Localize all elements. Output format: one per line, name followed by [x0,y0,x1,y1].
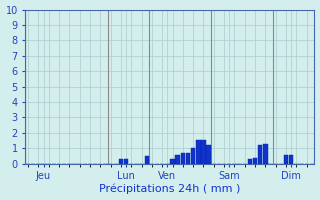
Bar [119,159,123,164]
Bar [289,155,293,164]
Bar [206,145,211,164]
Bar [170,159,175,164]
Bar [263,144,268,164]
Bar [258,145,262,164]
Bar [181,153,185,164]
Bar [201,140,206,164]
Bar [175,155,180,164]
Bar [196,140,201,164]
Bar [248,159,252,164]
Bar [145,156,149,164]
Bar [186,153,190,164]
Bar [284,155,288,164]
Bar [124,159,128,164]
X-axis label: Précipitations 24h ( mm ): Précipitations 24h ( mm ) [99,184,241,194]
Bar [253,158,257,164]
Bar [191,148,196,164]
